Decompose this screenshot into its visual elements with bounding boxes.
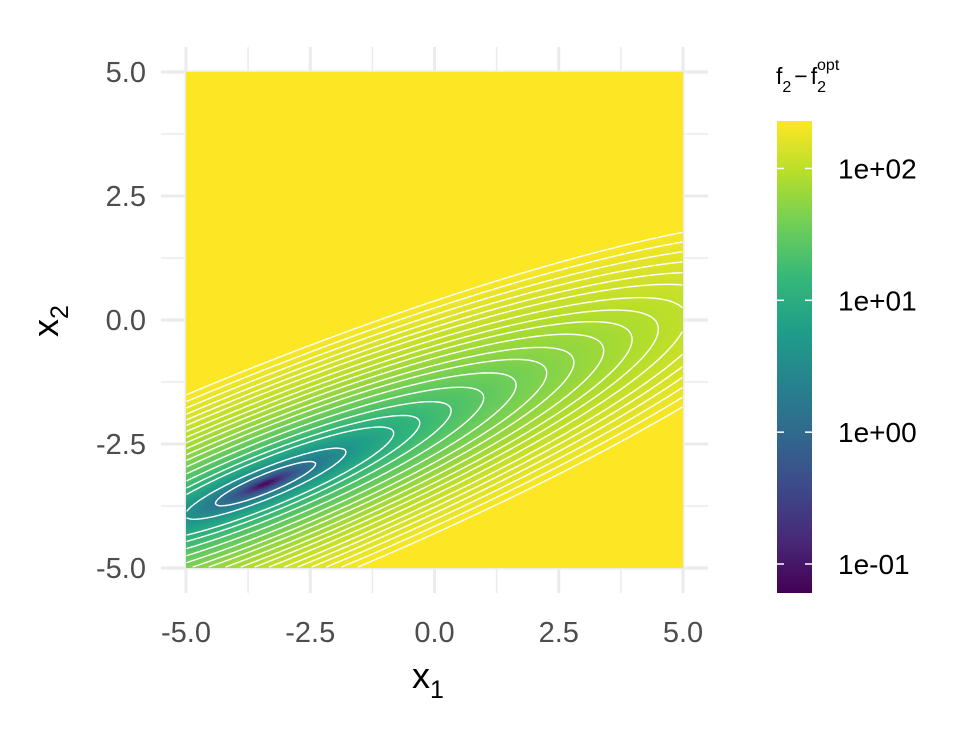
colorbar-ticks: 1e-01 1e+00 1e+01 1e+02 — [777, 153, 917, 580]
contour-line — [186, 251, 683, 568]
colorbar — [777, 121, 812, 593]
legend-title: f2− f2opt — [776, 57, 840, 96]
colorbar-legend: f2− f2opt 1e-01 1e+00 1e+01 1e+02 — [776, 57, 917, 593]
contour-line — [186, 296, 683, 568]
heatmap-surface — [186, 72, 683, 568]
colorbar-tick-label: 1e+02 — [838, 153, 917, 184]
y-tick-label: -2.5 — [96, 429, 146, 461]
x-axis-ticks: -5.0 -2.5 0.0 2.5 5.0 — [161, 617, 703, 649]
contour-line — [186, 261, 683, 568]
contour-line — [186, 309, 659, 568]
contour-line — [186, 346, 575, 568]
x-tick-label: 0.0 — [414, 617, 454, 649]
x-tick-label: 5.0 — [663, 617, 703, 649]
contour-lines — [186, 231, 683, 568]
contour-line — [186, 447, 347, 520]
y-tick-label: 5.0 — [106, 57, 146, 89]
colorbar-tick-label: 1e+01 — [838, 285, 917, 316]
y-axis-title: x2 — [25, 305, 74, 337]
colorbar-tick-label: 1e+00 — [838, 417, 917, 448]
contour-line — [186, 426, 395, 536]
contour-line — [186, 283, 683, 568]
y-axis-ticks: -5.0 -2.5 0.0 2.5 5.0 — [96, 57, 146, 585]
y-tick-label: -5.0 — [96, 553, 146, 585]
y-tick-label: 0.0 — [106, 305, 146, 337]
x-tick-label: -2.5 — [285, 617, 335, 649]
contour-line — [186, 372, 517, 564]
contour-line — [186, 386, 485, 557]
contour-line — [186, 272, 683, 568]
contour-line — [186, 358, 548, 568]
contour-line — [186, 241, 683, 568]
contour-line — [186, 414, 421, 542]
colorbar-tick-label: 1e-01 — [838, 549, 910, 580]
contour-line — [186, 333, 605, 568]
contour-line — [186, 400, 452, 550]
x-tick-label: -5.0 — [161, 617, 211, 649]
x-axis-title: x1 — [412, 655, 444, 704]
contour-line — [214, 460, 317, 507]
contour-line — [186, 231, 683, 568]
contour-line — [186, 321, 633, 568]
x-tick-label: 2.5 — [539, 617, 579, 649]
y-tick-label: 2.5 — [106, 181, 146, 213]
